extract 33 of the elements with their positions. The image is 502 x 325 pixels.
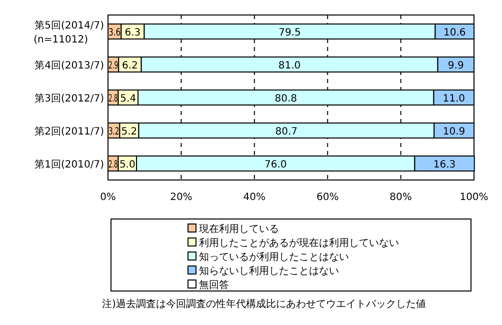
data-label: 80.7 (275, 126, 298, 138)
data-label: 16.3 (433, 160, 456, 170)
y-tick-label: 第1回(2010/7) (34, 158, 104, 170)
data-label: 81.0 (278, 60, 301, 72)
data-label: 11.0 (442, 94, 466, 104)
legend-label: 知らないし利用したことはない (199, 265, 339, 277)
y-tick-label: 第5回(2014/7) (n=11012) (34, 20, 104, 46)
data-label: 5.4 (120, 94, 136, 104)
data-label: 10.9 (442, 126, 466, 138)
y-tick-label: 第2回(2011/7) (34, 126, 104, 138)
data-label: 10.6 (443, 28, 466, 38)
data-label: 6.2 (122, 60, 138, 72)
data-label: 9.9 (448, 60, 464, 72)
x-tick-label: 0% (100, 192, 116, 203)
data-label: 6.3 (124, 28, 141, 38)
text: 注)過去調査は今回調査の性年代構成比にあわせてウエイトバックした値 (102, 298, 426, 310)
data-label: 79.5 (278, 28, 301, 38)
data-label: 80.8 (274, 94, 298, 104)
x-tick-label: 100% (460, 192, 488, 203)
x-tick-label: 60% (316, 192, 339, 203)
legend-label: 現在利用している (199, 223, 279, 235)
y-tick-label: 第3回(2012/7) (34, 92, 104, 104)
legend-label: 利用したことがあるが現在は利用していない (199, 237, 399, 249)
legend-label: 無回答 (199, 279, 229, 291)
data-label: 76.0 (264, 160, 287, 170)
data-label: 5.2 (121, 126, 138, 138)
x-tick-label: 40% (243, 192, 266, 203)
data-label: 5.0 (119, 160, 136, 170)
data-label: 3.6 (108, 28, 124, 38)
x-tick-label: 20% (170, 192, 192, 203)
legend-label: 知っているが利用したことはない (199, 251, 349, 263)
y-tick-label: 第4回(2013/7) (34, 60, 104, 72)
x-tick-label: 80% (390, 192, 412, 203)
